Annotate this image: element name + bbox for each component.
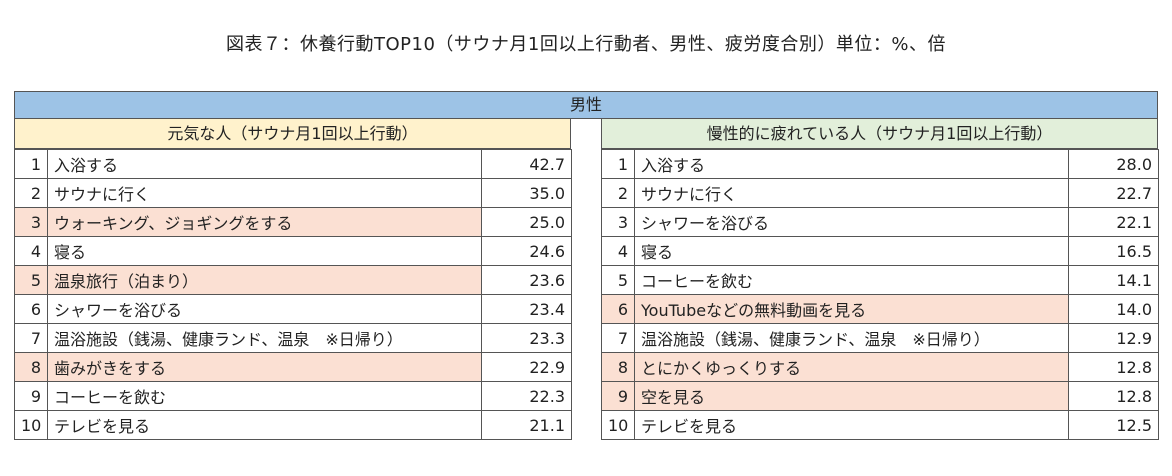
left-ranking-table: 1 入浴する 42.7 2 サウナに行く 35.0 3 ウォーキング、ジョギングをする 25.0…: [14, 149, 572, 440]
value-cell: 12.8: [1068, 381, 1159, 411]
right-table-row: 8 とにかくゆっくりする 12.8: [601, 352, 1159, 382]
label-cell: 入浴する: [634, 149, 1069, 179]
right-table-row: 5 コーヒーを飲む 14.1: [601, 265, 1159, 295]
left-table-row: 3 ウォーキング、ジョギングをする 25.0: [14, 207, 572, 237]
label-cell: 寝る: [634, 236, 1069, 266]
rank-cell: 4: [601, 236, 635, 266]
value-cell: 23.3: [481, 323, 572, 353]
value-cell: 14.1: [1068, 265, 1159, 295]
rank-cell: 5: [14, 265, 48, 295]
label-cell: サウナに行く: [634, 178, 1069, 208]
rank-cell: 3: [601, 207, 635, 237]
rank-cell: 10: [14, 410, 48, 440]
label-cell: 空を見る: [634, 381, 1069, 411]
label-cell: サウナに行く: [47, 178, 482, 208]
rank-cell: 6: [14, 294, 48, 324]
label-cell: 温浴施設（銭湯、健康ランド、温泉 ※日帰り）: [47, 323, 482, 353]
rank-cell: 9: [601, 381, 635, 411]
label-cell: シャワーを浴びる: [47, 294, 482, 324]
label-cell: YouTubeなどの無料動画を見る: [634, 294, 1069, 324]
rank-cell: 10: [601, 410, 635, 440]
rank-cell: 8: [14, 352, 48, 382]
value-cell: 25.0: [481, 207, 572, 237]
value-cell: 12.8: [1068, 352, 1159, 382]
left-table-row: 9 コーヒーを飲む 22.3: [14, 381, 572, 411]
right-table-row: 2 サウナに行く 22.7: [601, 178, 1159, 208]
rank-cell: 4: [14, 236, 48, 266]
rank-cell: 1: [14, 149, 48, 179]
rank-cell: 8: [601, 352, 635, 382]
right-table-row: 6 YouTubeなどの無料動画を見る 14.0: [601, 294, 1159, 324]
table-gap: [571, 119, 601, 449]
value-cell: 21.1: [481, 410, 572, 440]
label-cell: ウォーキング、ジョギングをする: [47, 207, 482, 237]
right-table-row: 3 シャワーを浴びる 22.1: [601, 207, 1159, 237]
label-cell: 入浴する: [47, 149, 482, 179]
right-table-row: 1 入浴する 28.0: [601, 149, 1159, 179]
left-table-row: 7 温浴施設（銭湯、健康ランド、温泉 ※日帰り） 23.3: [14, 323, 572, 353]
value-cell: 22.7: [1068, 178, 1159, 208]
chart-title: 図表７：休養行動TOP10（サウナ月1回以上行動者、男性、疲労度合別）単位：%、…: [226, 34, 946, 55]
value-cell: 12.9: [1068, 323, 1159, 353]
left-table-header: 元気な人（サウナ月1回以上行動）: [14, 119, 571, 149]
value-cell: 24.6: [481, 236, 572, 266]
left-table-row: 1 入浴する 42.7: [14, 149, 572, 179]
value-cell: 42.7: [481, 149, 572, 179]
right-table-row: 9 空を見る 12.8: [601, 381, 1159, 411]
label-cell: コーヒーを飲む: [47, 381, 482, 411]
value-cell: 22.1: [1068, 207, 1159, 237]
rank-cell: 6: [601, 294, 635, 324]
rank-cell: 1: [601, 149, 635, 179]
gender-header: 男性: [14, 91, 1158, 119]
left-table-row: 6 シャワーを浴びる 23.4: [14, 294, 572, 324]
right-table-row: 4 寝る 16.5: [601, 236, 1159, 266]
right-table-header: 慢性的に疲れている人（サウナ月1回以上行動）: [601, 119, 1158, 149]
rank-cell: 2: [601, 178, 635, 208]
right-table-row: 10 テレビを見る 12.5: [601, 410, 1159, 440]
left-table-row: 4 寝る 24.6: [14, 236, 572, 266]
value-cell: 23.4: [481, 294, 572, 324]
label-cell: テレビを見る: [634, 410, 1069, 440]
right-ranking-table: 1 入浴する 28.0 2 サウナに行く 22.7 3 シャワーを浴びる 22.1 4 寝る 16.5…: [601, 149, 1159, 440]
value-cell: 16.5: [1068, 236, 1159, 266]
value-cell: 14.0: [1068, 294, 1159, 324]
rank-cell: 7: [14, 323, 48, 353]
rank-cell: 7: [601, 323, 635, 353]
label-cell: 温浴施設（銭湯、健康ランド、温泉 ※日帰り）: [634, 323, 1069, 353]
label-cell: コーヒーを飲む: [634, 265, 1069, 295]
label-cell: 寝る: [47, 236, 482, 266]
value-cell: 22.9: [481, 352, 572, 382]
label-cell: シャワーを浴びる: [634, 207, 1069, 237]
rank-cell: 2: [14, 178, 48, 208]
value-cell: 35.0: [481, 178, 572, 208]
left-table-row: 2 サウナに行く 35.0: [14, 178, 572, 208]
label-cell: テレビを見る: [47, 410, 482, 440]
left-table-row: 8 歯みがきをする 22.9: [14, 352, 572, 382]
label-cell: 温泉旅行（泊まり）: [47, 265, 482, 295]
rank-cell: 3: [14, 207, 48, 237]
value-cell: 22.3: [481, 381, 572, 411]
label-cell: とにかくゆっくりする: [634, 352, 1069, 382]
value-cell: 28.0: [1068, 149, 1159, 179]
label-cell: 歯みがきをする: [47, 352, 482, 382]
value-cell: 12.5: [1068, 410, 1159, 440]
right-table-row: 7 温浴施設（銭湯、健康ランド、温泉 ※日帰り） 12.9: [601, 323, 1159, 353]
left-table-row: 10 テレビを見る 21.1: [14, 410, 572, 440]
left-table-row: 5 温泉旅行（泊まり） 23.6: [14, 265, 572, 295]
rank-cell: 9: [14, 381, 48, 411]
value-cell: 23.6: [481, 265, 572, 295]
rank-cell: 5: [601, 265, 635, 295]
